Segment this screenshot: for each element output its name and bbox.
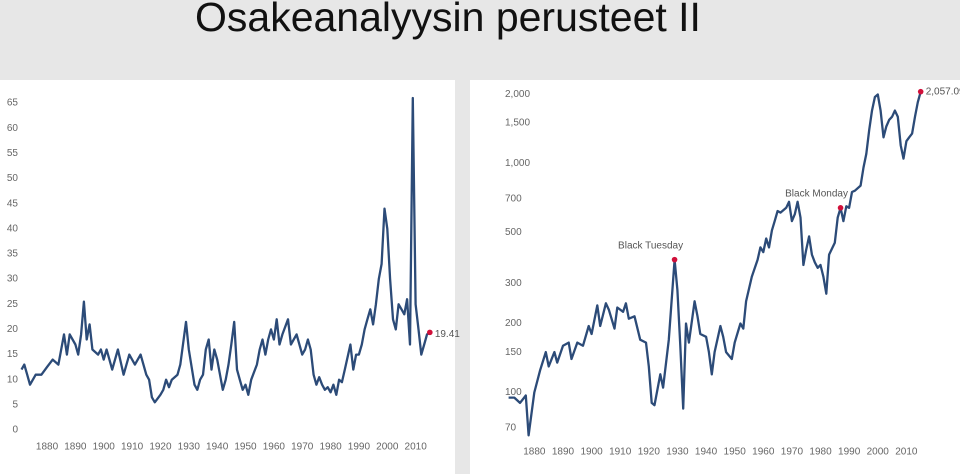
x-tick-label: 2000 — [376, 442, 399, 453]
y-tick-label: 5 — [12, 399, 18, 410]
y-tick-label: 700 — [505, 194, 522, 205]
marker — [427, 329, 433, 336]
y-tick-label: 70 — [505, 423, 517, 434]
y-tick-label: 2,000 — [505, 89, 530, 100]
y-tick-label: 300 — [505, 278, 522, 289]
annotation: 19.41 — [435, 329, 460, 340]
x-tick-label: 1990 — [348, 442, 371, 453]
annotation: Black Monday — [785, 188, 848, 199]
x-tick-label: 1900 — [93, 442, 116, 453]
x-tick-label: 1930 — [666, 447, 689, 458]
x-tick-label: 1900 — [580, 447, 603, 458]
x-tick-label: 1880 — [36, 442, 59, 453]
y-tick-label: 45 — [7, 198, 19, 209]
y-tick-label: 10 — [7, 374, 19, 385]
marker — [917, 88, 924, 95]
y-tick-label: 55 — [7, 148, 19, 159]
x-tick-label: 1920 — [149, 442, 172, 453]
y-tick-label: 100 — [505, 387, 522, 398]
x-tick-label: 1920 — [638, 447, 661, 458]
x-tick-label: 1890 — [64, 442, 87, 453]
y-tick-label: 50 — [7, 173, 19, 184]
y-tick-label: 65 — [7, 98, 19, 109]
y-tick-label: 0 — [12, 425, 18, 436]
x-tick-label: 1960 — [263, 442, 286, 453]
x-tick-label: 2000 — [867, 447, 890, 458]
x-tick-label: 2010 — [405, 442, 428, 453]
x-tick-label: 1990 — [838, 447, 861, 458]
y-tick-label: 1,000 — [505, 158, 530, 169]
marker — [671, 256, 678, 263]
marker — [837, 205, 844, 211]
x-tick-label: 1910 — [121, 442, 144, 453]
right-panel — [470, 80, 960, 474]
annotation: Black Tuesday — [618, 240, 683, 251]
y-tick-label: 35 — [7, 249, 19, 260]
y-tick-label: 20 — [7, 324, 19, 335]
data-line — [20, 96, 431, 404]
y-tick-label: 200 — [505, 318, 522, 329]
y-tick-label: 25 — [7, 299, 19, 310]
x-tick-label: 1890 — [552, 447, 575, 458]
left-panel — [0, 80, 455, 474]
x-tick-label: 1970 — [781, 447, 804, 458]
x-tick-label: 1960 — [752, 447, 775, 458]
y-tick-label: 500 — [505, 227, 522, 238]
x-tick-label: 1940 — [695, 447, 718, 458]
annotation: 2,057.09 — [926, 86, 960, 97]
x-tick-label: 1980 — [319, 442, 342, 453]
x-tick-label: 1980 — [809, 447, 832, 458]
x-tick-label: 1970 — [291, 442, 314, 453]
y-tick-label: 30 — [7, 274, 19, 285]
y-tick-label: 60 — [7, 123, 19, 134]
slide-title: Osakeanalyysin perusteet II — [195, 0, 701, 40]
x-tick-label: 1950 — [234, 442, 257, 453]
y-tick-label: 150 — [505, 347, 522, 358]
x-tick-label: 1940 — [206, 442, 229, 453]
x-tick-label: 1910 — [609, 447, 632, 458]
y-tick-label: 40 — [7, 223, 19, 234]
x-tick-label: 2010 — [895, 447, 918, 458]
x-tick-label: 1950 — [724, 447, 747, 458]
data-line — [508, 91, 922, 437]
x-tick-label: 1930 — [178, 442, 201, 453]
x-tick-label: 1880 — [523, 447, 546, 458]
y-tick-label: 15 — [7, 349, 19, 360]
y-tick-label: 1,500 — [505, 118, 530, 129]
